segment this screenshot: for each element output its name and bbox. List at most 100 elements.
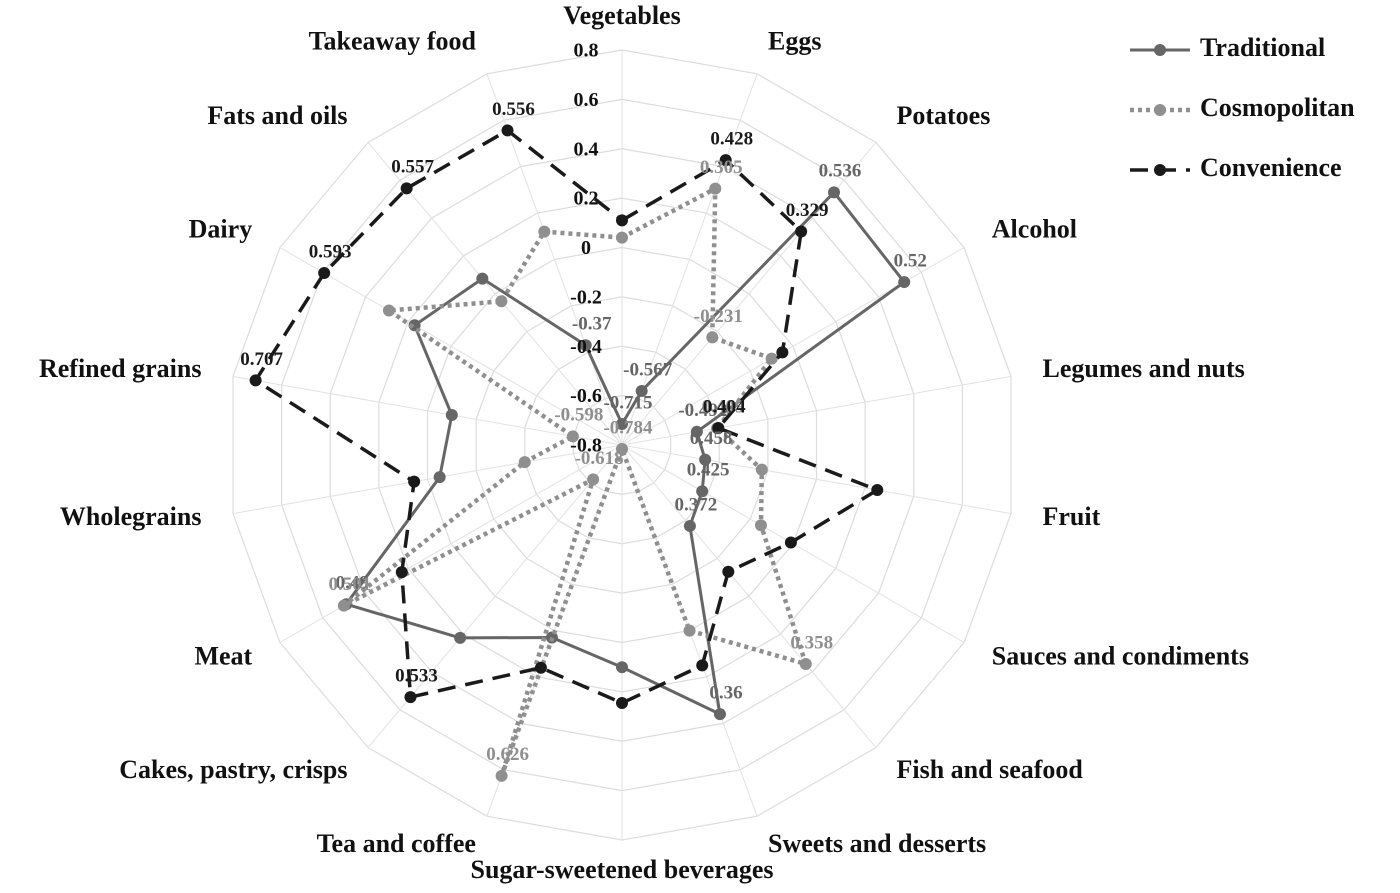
value-label: 0.501 bbox=[328, 574, 371, 595]
tick-label: -0.6 bbox=[570, 385, 602, 407]
point bbox=[755, 463, 768, 476]
point bbox=[871, 484, 884, 497]
tick-label: 0.8 bbox=[574, 40, 599, 62]
category-label: Takeaway food bbox=[309, 27, 477, 56]
spoke bbox=[621, 73, 758, 446]
spoke bbox=[232, 375, 623, 446]
point bbox=[400, 182, 413, 195]
category-label: Vegetables bbox=[563, 1, 680, 30]
value-label: 0.329 bbox=[786, 200, 829, 221]
category-label: Fruit bbox=[1043, 502, 1101, 531]
value-label: 0.557 bbox=[391, 157, 434, 178]
point bbox=[249, 374, 262, 387]
point bbox=[683, 519, 696, 532]
category-label: Potatoes bbox=[896, 101, 990, 130]
point bbox=[616, 418, 628, 431]
tick-label: -0.4 bbox=[570, 336, 602, 358]
value-label: 0.428 bbox=[710, 128, 753, 149]
category-label: Eggs bbox=[768, 27, 821, 56]
point bbox=[696, 485, 709, 498]
spoke bbox=[621, 444, 1012, 515]
grid bbox=[232, 49, 1012, 841]
point bbox=[719, 154, 732, 167]
value-label: 0.49 bbox=[336, 573, 369, 594]
value-label: 0.458 bbox=[690, 428, 733, 449]
tick-label: 0.2 bbox=[574, 188, 599, 210]
legend-marker bbox=[1154, 104, 1166, 116]
point bbox=[445, 408, 458, 421]
legend-label: Traditional bbox=[1200, 33, 1325, 62]
value-label: -0.784 bbox=[603, 417, 653, 438]
tick-label: -0.2 bbox=[570, 286, 602, 308]
point bbox=[683, 624, 696, 637]
value-label: 0.358 bbox=[790, 632, 833, 653]
point bbox=[495, 769, 508, 782]
value-label: -0.231 bbox=[694, 306, 743, 327]
point bbox=[518, 456, 531, 469]
tick-label: 0.4 bbox=[574, 138, 599, 160]
value-label: 0.305 bbox=[700, 157, 743, 178]
legend-label: Convenience bbox=[1200, 153, 1342, 182]
value-label: -0.567 bbox=[623, 359, 673, 380]
value-label: 0.626 bbox=[486, 744, 529, 765]
value-label: 0.707 bbox=[240, 349, 283, 370]
value-label: -0.37 bbox=[572, 314, 612, 335]
category-label: Alcohol bbox=[992, 214, 1077, 243]
point bbox=[898, 276, 911, 289]
point bbox=[337, 599, 350, 612]
point bbox=[699, 453, 712, 466]
point bbox=[799, 657, 812, 670]
category-label: Dairy bbox=[189, 214, 253, 243]
point bbox=[501, 124, 514, 137]
point bbox=[476, 272, 489, 285]
spoke bbox=[232, 444, 623, 515]
point bbox=[713, 708, 726, 721]
point bbox=[635, 384, 648, 397]
point bbox=[776, 346, 789, 359]
category-label: Sugar-sweetened beverages bbox=[470, 855, 773, 884]
category-label: Refined grains bbox=[39, 354, 202, 383]
value-label: 0.593 bbox=[309, 241, 352, 262]
point bbox=[765, 352, 778, 365]
category-label: Cakes, pastry, crisps bbox=[119, 755, 347, 784]
category-label: Legumes and nuts bbox=[1043, 354, 1245, 383]
point bbox=[616, 696, 628, 709]
point bbox=[454, 631, 467, 644]
point bbox=[754, 519, 767, 532]
value-label: 0.425 bbox=[687, 460, 730, 481]
value-label: 0.404 bbox=[703, 396, 746, 417]
point bbox=[318, 267, 331, 280]
value-label: 0.556 bbox=[492, 99, 535, 120]
point bbox=[495, 295, 508, 308]
point bbox=[690, 425, 703, 438]
point bbox=[538, 225, 551, 238]
point bbox=[709, 182, 722, 195]
series-layer bbox=[249, 124, 911, 782]
point bbox=[587, 473, 600, 486]
value-label: -0.715 bbox=[603, 392, 652, 413]
point bbox=[784, 536, 797, 549]
value-label: 0.533 bbox=[395, 665, 438, 686]
tick-label: 0.6 bbox=[574, 89, 599, 111]
point bbox=[566, 430, 579, 443]
category-label: Wholegrains bbox=[60, 502, 202, 531]
value-label: 0.52 bbox=[894, 250, 927, 271]
category-label: Fats and oils bbox=[207, 101, 347, 130]
point bbox=[712, 422, 725, 435]
category-label: Sauces and condiments bbox=[992, 641, 1249, 670]
point bbox=[706, 331, 719, 344]
value-label: -0.618 bbox=[575, 448, 624, 469]
spoke bbox=[621, 444, 877, 748]
point bbox=[828, 186, 841, 199]
point bbox=[382, 304, 395, 317]
point bbox=[395, 566, 408, 579]
legend-label: Cosmopolitan bbox=[1200, 93, 1355, 122]
point bbox=[795, 225, 808, 238]
value-label: -0.598 bbox=[554, 405, 603, 426]
point bbox=[534, 661, 547, 674]
spoke bbox=[621, 375, 1012, 446]
point bbox=[433, 471, 446, 484]
value-label: -0.492 bbox=[678, 400, 727, 421]
point bbox=[722, 565, 735, 578]
